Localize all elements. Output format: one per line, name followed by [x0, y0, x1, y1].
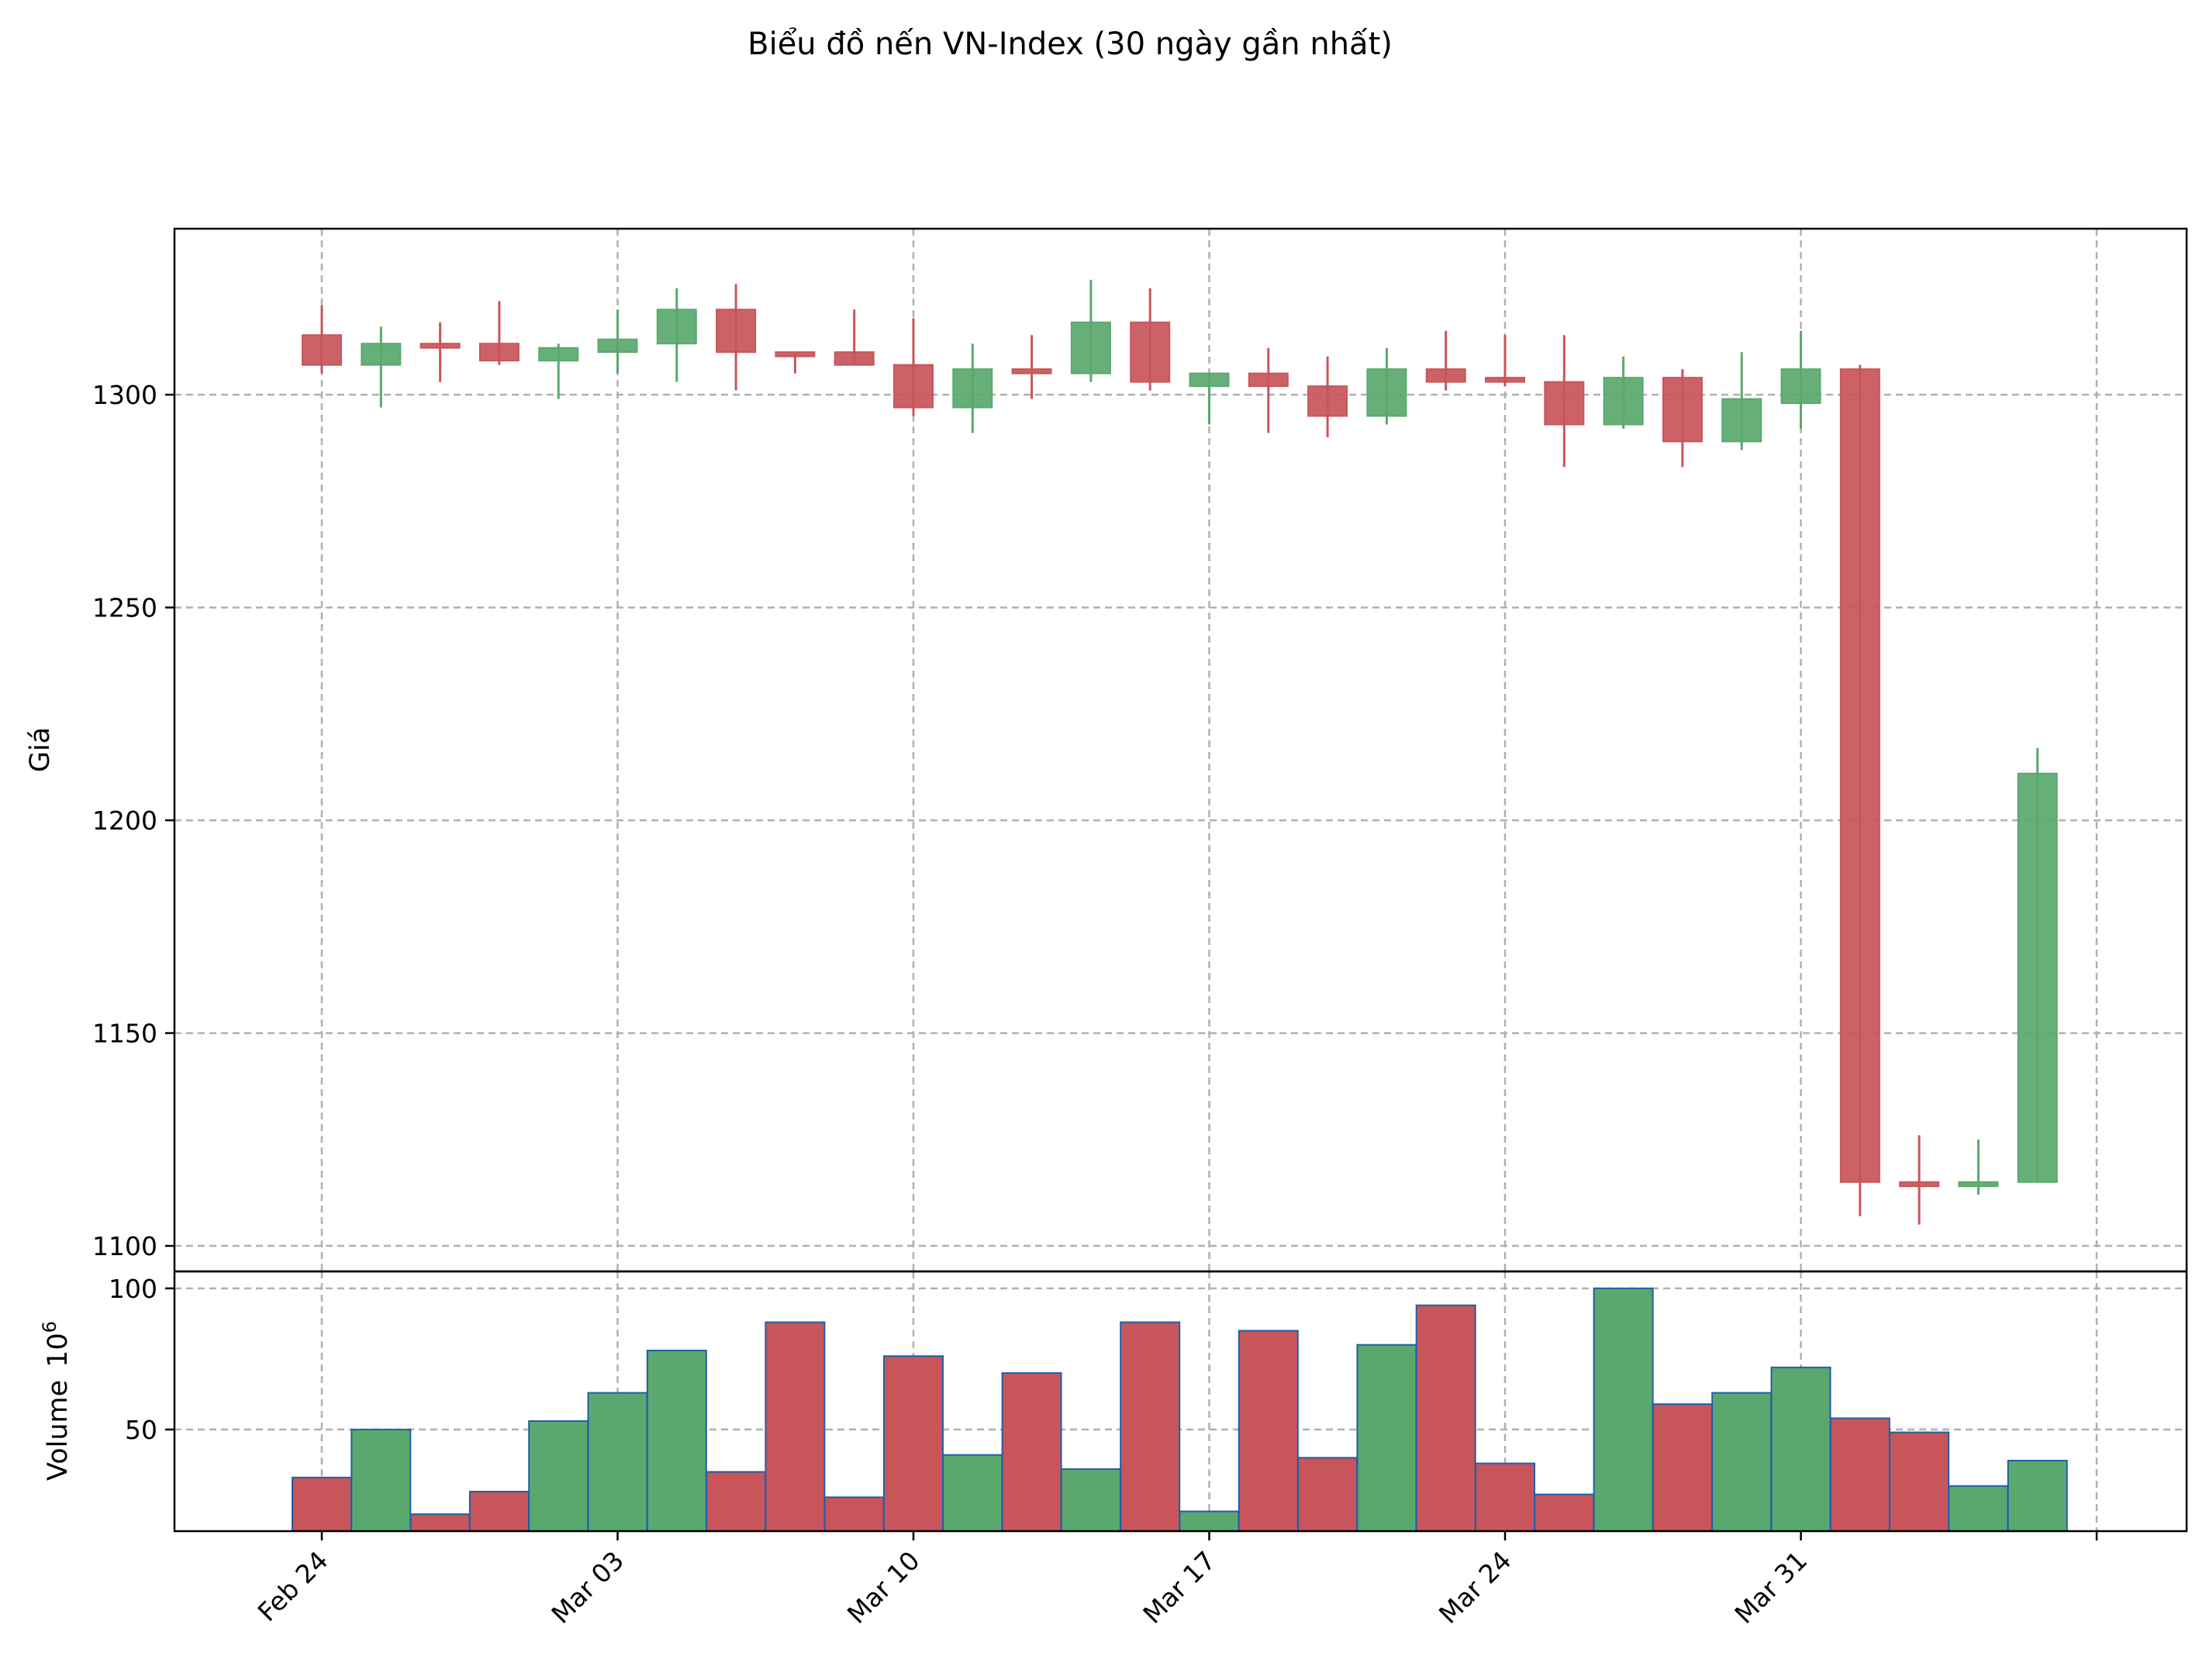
candle-body-down — [1425, 368, 1466, 383]
date-tick-label: Mar 24 — [1433, 1545, 1517, 1630]
volume-bar-down — [1415, 1304, 1476, 1533]
volume-bar-down — [1001, 1372, 1062, 1532]
volume-bar-up — [1770, 1366, 1831, 1532]
price-tick-label: 1250 — [92, 593, 157, 623]
volume-bar-down — [1534, 1493, 1595, 1533]
volume-bar-up — [1711, 1392, 1773, 1532]
candle-body-down — [1662, 377, 1703, 443]
candle-body-down — [716, 309, 757, 354]
volume-bar-down — [1297, 1457, 1358, 1532]
volume-bar-down — [823, 1496, 885, 1532]
volume-bar-down — [765, 1321, 826, 1532]
volume-bar-up — [2007, 1459, 2068, 1533]
volume-bar-up — [1060, 1468, 1121, 1533]
candles — [302, 279, 2058, 1225]
volume-panel-frame — [173, 1270, 2188, 1533]
date-tick-label: Mar 03 — [545, 1545, 630, 1630]
volume-bar-up — [1356, 1344, 1417, 1533]
price-axis-label: Giá — [25, 727, 56, 772]
candle-body-up — [656, 309, 697, 345]
volume-bar-down — [1652, 1403, 1713, 1533]
candle-body-up — [1721, 398, 1762, 443]
volume-exponent-power: 6 — [39, 1321, 60, 1333]
volume-bar-down — [1829, 1417, 1890, 1532]
price-tick-label: 1150 — [92, 1019, 157, 1049]
candle-body-up — [2017, 772, 2058, 1183]
price-gridlines — [174, 229, 2187, 1271]
volume-axis: 50 100 — [109, 1274, 174, 1445]
candle-body-up — [1070, 321, 1111, 374]
date-axis: Feb 24 Mar 03 Mar 10 Mar 17 Mar 24 Mar 31 — [252, 1531, 2098, 1630]
candle-body-down — [1485, 377, 1525, 383]
volume-bar-down — [292, 1476, 352, 1532]
candle-body-up — [538, 347, 579, 362]
candle-body-down — [1248, 372, 1289, 388]
candle-body-down — [1307, 385, 1348, 417]
candle-body-down — [302, 334, 342, 366]
candle-body-up — [597, 338, 638, 354]
candle-body-up — [952, 368, 993, 409]
candle-body-down — [775, 351, 816, 357]
candle-body-down — [1011, 368, 1052, 374]
volume-bar-down — [883, 1355, 944, 1532]
chart-title: Biểu đồ nến VN-Index (30 ngày gần nhất) — [747, 26, 1393, 62]
candle-body-up — [1958, 1181, 1999, 1188]
date-tick-label: Feb 24 — [252, 1545, 334, 1627]
candle-body-down — [419, 343, 461, 349]
volume-bar-down — [706, 1471, 767, 1532]
candle-body-down — [1899, 1181, 1940, 1188]
volume-bar-up — [1948, 1485, 2009, 1533]
price-tick-label: 1100 — [92, 1231, 157, 1261]
date-tick-label: Mar 17 — [1137, 1545, 1221, 1630]
candle-body-up — [1366, 368, 1407, 417]
price-tick-label: 1200 — [92, 806, 157, 836]
volume-tick-label: 50 — [125, 1415, 157, 1445]
price-panel-frame — [173, 227, 2188, 1273]
volume-tick-label: 100 — [109, 1274, 157, 1304]
volume-exponent-base: 10 — [43, 1333, 74, 1368]
volume-bars — [292, 1287, 2068, 1533]
candle-body-up — [1603, 377, 1644, 426]
volume-axis-label-text: Volume — [43, 1380, 74, 1481]
volume-bar-up — [1593, 1287, 1654, 1532]
candle-body-up — [1189, 372, 1230, 388]
volume-bar-up — [528, 1420, 589, 1532]
volume-bar-up — [942, 1454, 1003, 1533]
volume-bar-down — [1475, 1462, 1535, 1532]
volume-bar-up — [587, 1392, 648, 1532]
volume-bar-up — [350, 1428, 412, 1533]
date-tick-label: Mar 31 — [1728, 1545, 1813, 1630]
volume-bar-down — [409, 1513, 471, 1533]
candle-body-down — [478, 343, 520, 362]
volume-bar-up — [646, 1349, 707, 1533]
volume-bar-down — [1889, 1431, 1950, 1532]
volume-axis-label: Volume 106 — [39, 1321, 74, 1481]
candle-body-up — [1780, 368, 1821, 405]
candle-body-up — [361, 343, 402, 366]
date-tick-label: Mar 10 — [841, 1545, 926, 1630]
volume-bar-down — [1120, 1321, 1181, 1532]
volume-bar-up — [1179, 1510, 1240, 1532]
candle-body-down — [1839, 368, 1880, 1183]
candle-body-down — [1130, 321, 1171, 383]
candle-body-down — [834, 351, 875, 366]
price-tick-label: 1300 — [92, 380, 157, 410]
price-axis: 1100 1150 1200 1250 1300 — [92, 380, 174, 1261]
candle-body-down — [1544, 381, 1585, 426]
volume-bar-down — [468, 1491, 530, 1532]
volume-bar-down — [1238, 1330, 1299, 1533]
candle-body-down — [893, 364, 934, 409]
